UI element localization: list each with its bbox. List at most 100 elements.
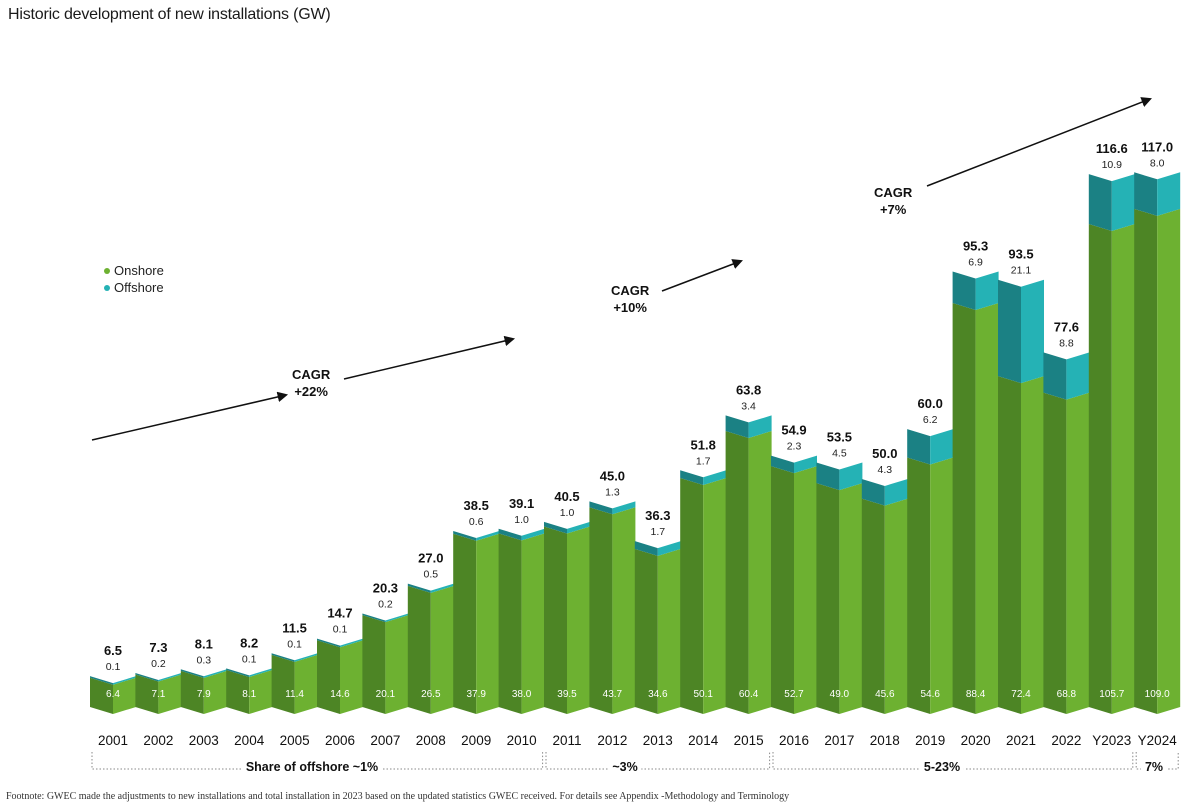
onshore-segment-side xyxy=(135,674,159,714)
cagr-1-value: +22% xyxy=(294,384,328,399)
x-tick-label: 2013 xyxy=(643,733,673,748)
offshore-segment-front xyxy=(657,541,681,556)
onshore-segment-front xyxy=(1021,376,1044,714)
onshore-segment-side xyxy=(861,498,885,714)
bar-2013: 34.6 1.7 36.3 xyxy=(634,508,681,714)
cagr-arrow-segment-1 xyxy=(91,391,289,441)
onshore-segment-side xyxy=(1088,223,1112,715)
total-value-label: 14.7 xyxy=(327,606,352,621)
onshore-segment-side xyxy=(634,548,658,714)
cagr-arrow-segment-2 xyxy=(343,335,516,380)
onshore-segment-side xyxy=(952,303,976,714)
offshore-segment-side xyxy=(271,653,295,662)
onshore-value-label: 14.6 xyxy=(330,689,350,700)
offshore-value-label: 8.0 xyxy=(1150,157,1165,169)
legend-label-offshore: Offshore xyxy=(114,280,164,295)
onshore-value-label: 39.5 xyxy=(557,689,577,700)
onshore-value-label: 34.6 xyxy=(648,689,668,700)
legend-item-onshore: Onshore xyxy=(104,262,164,279)
offshore-value-label: 6.2 xyxy=(923,414,938,426)
onshore-value-label: 50.1 xyxy=(693,689,713,700)
offshore-segment-side xyxy=(498,528,522,541)
onshore-value-label: 72.4 xyxy=(1011,689,1031,700)
offshore-value-label: 0.6 xyxy=(469,516,484,528)
onshore-value-label: 8.1 xyxy=(242,689,256,700)
onshore-segment-side xyxy=(725,430,749,714)
offshore-value-label: 1.3 xyxy=(605,486,620,498)
x-tick-label: 2007 xyxy=(370,733,400,748)
onshore-segment-side xyxy=(544,526,567,714)
onshore-segment-front xyxy=(476,533,500,714)
total-value-label: 53.5 xyxy=(827,430,852,445)
onshore-segment-front xyxy=(1157,208,1181,714)
onshore-value-label: 54.6 xyxy=(920,689,940,700)
x-tick-label: 2001 xyxy=(98,733,128,748)
onshore-segment-side xyxy=(453,533,477,714)
cagr-label-1: CAGR +22% xyxy=(289,366,334,400)
onshore-segment-side xyxy=(1134,208,1158,714)
x-tick-label: 2017 xyxy=(824,733,854,748)
offshore-segment-front xyxy=(476,531,500,541)
onshore-segment-front xyxy=(703,478,727,714)
offshore-segment-side xyxy=(771,455,794,474)
total-value-label: 27.0 xyxy=(418,551,443,566)
share-label-3: 5-23% xyxy=(919,760,965,774)
offshore-segment-front xyxy=(567,521,590,534)
cagr-3-title: CAGR xyxy=(874,185,913,200)
onshore-segment-side xyxy=(271,654,295,714)
offshore-segment-front xyxy=(1111,174,1135,231)
x-tick-label: 2012 xyxy=(597,733,627,748)
offshore-segment-front xyxy=(521,528,545,541)
total-value-label: 8.1 xyxy=(195,636,213,651)
cagr-label-2: CAGR +10% xyxy=(608,282,653,316)
x-tick-label: 2015 xyxy=(734,733,764,748)
offshore-segment-side xyxy=(861,478,885,506)
cagr-2-title: CAGR xyxy=(611,283,650,298)
offshore-segment-front xyxy=(884,478,908,506)
offshore-segment-front xyxy=(612,501,636,515)
total-value-label: 93.5 xyxy=(1008,247,1033,262)
bar-2012: 43.7 1.3 45.0 xyxy=(589,468,636,714)
offshore-segment-side xyxy=(998,279,1021,384)
onshore-value-label: 20.1 xyxy=(376,689,396,700)
x-tick-label: 2004 xyxy=(234,733,265,748)
bar-2008: 26.5 0.5 27.0 xyxy=(407,551,454,714)
offshore-segment-side xyxy=(589,501,613,515)
x-tick-label: Y2024 xyxy=(1138,733,1178,748)
legend: Onshore Offshore xyxy=(104,262,164,296)
offshore-value-label: 3.4 xyxy=(741,400,756,412)
bar-2015: 60.4 3.4 63.8 xyxy=(725,382,772,714)
cagr-2-value: +10% xyxy=(613,300,647,315)
cagr-arrow-segment-4 xyxy=(926,97,1152,187)
offshore-value-label: 0.1 xyxy=(242,653,257,665)
bar-2016: 52.7 2.3 54.9 xyxy=(771,423,817,714)
cagr-arrow-segment-3 xyxy=(661,259,743,292)
total-value-label: 116.6 xyxy=(1096,141,1128,156)
x-tick-label: 2005 xyxy=(280,733,310,748)
offshore-segment-side xyxy=(725,415,749,438)
offshore-segment-front xyxy=(385,613,409,623)
offshore-segment-side xyxy=(453,531,477,541)
total-value-label: 39.1 xyxy=(509,496,534,511)
offshore-value-label: 10.9 xyxy=(1102,159,1123,171)
offshore-segment-front xyxy=(203,669,227,678)
offshore-segment-side xyxy=(634,541,658,556)
bar-Y2024: 109.0 8.0 117.0 xyxy=(1134,139,1181,714)
offshore-segment-front xyxy=(294,653,318,662)
bars-group: 6.4 0.1 6.5 7.1 0.2 7.3 7.9 0.3 8.1 8.1 0.1 8.2 11.4… xyxy=(90,139,1181,715)
onshore-value-label: 6.4 xyxy=(106,689,120,700)
onshore-segment-front xyxy=(158,674,182,714)
share-bracket-4 xyxy=(1135,752,1179,770)
onshore-segment-front xyxy=(794,466,817,714)
footnote: Footnote: GWEC made the adjustments to n… xyxy=(6,791,790,802)
offshore-segment-side xyxy=(1088,174,1112,231)
onshore-segment-front xyxy=(839,483,863,714)
offshore-segment-front xyxy=(430,583,454,593)
bar-2018: 45.6 4.3 50.0 xyxy=(861,446,908,714)
offshore-segment-front xyxy=(1021,279,1044,384)
offshore-segment-side xyxy=(135,672,159,682)
offshore-dot-icon xyxy=(104,284,110,291)
onshore-value-label: 68.8 xyxy=(1057,689,1077,700)
bar-2011: 39.5 1.0 40.5 xyxy=(544,489,590,714)
x-tick-label: 2010 xyxy=(507,733,537,748)
